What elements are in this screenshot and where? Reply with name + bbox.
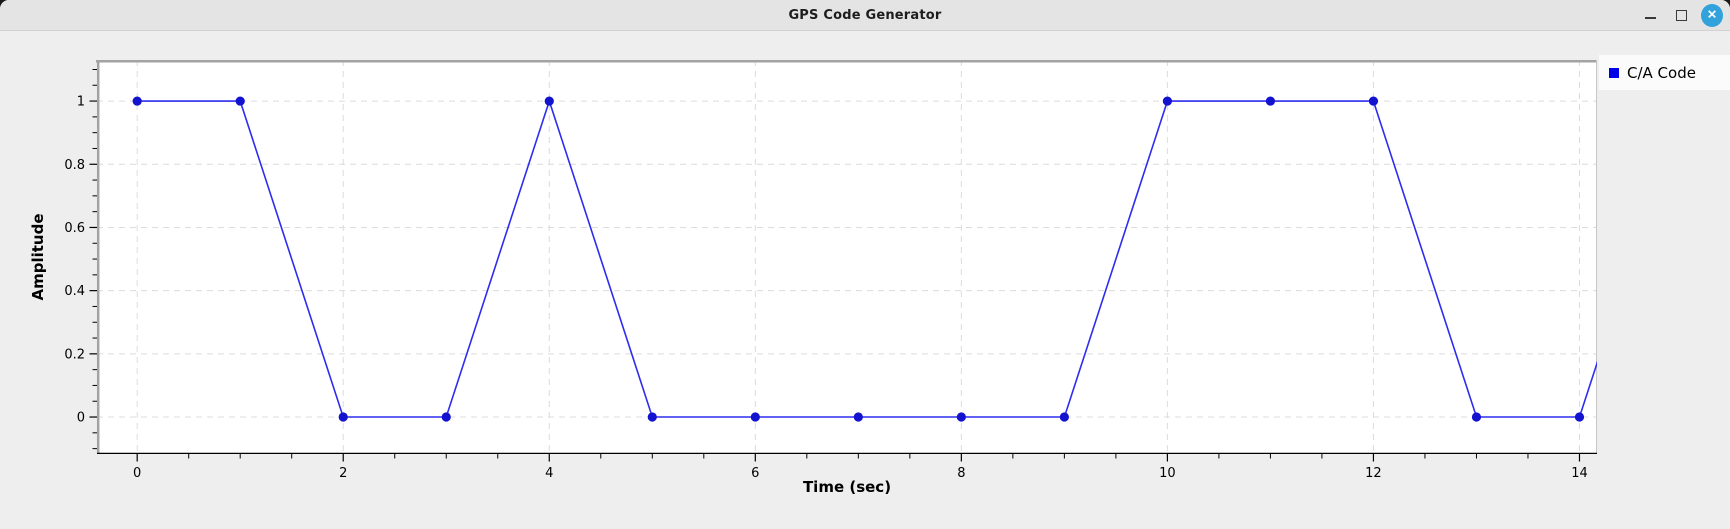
minimize-button[interactable] [1639,4,1661,26]
svg-text:4: 4 [545,466,553,481]
svg-text:0: 0 [133,466,141,481]
x-axis-label: Time (sec) [802,478,892,496]
legend-swatch-icon [1609,67,1619,78]
svg-text:1: 1 [77,95,85,110]
title-bar[interactable]: GPS Code Generator ✕ [0,0,1730,31]
svg-text:0.4: 0.4 [64,284,85,299]
svg-text:0.2: 0.2 [64,347,85,362]
legend: C/A Code [1599,55,1730,90]
window-controls: ✕ [1639,0,1723,30]
svg-text:8: 8 [957,466,965,481]
svg-text:2: 2 [339,466,347,481]
svg-text:0.8: 0.8 [64,158,85,173]
close-icon: ✕ [1701,3,1723,27]
svg-text:12: 12 [1365,466,1382,481]
y-axis-label: Amplitude [29,213,47,301]
window-title: GPS Code Generator [788,7,942,23]
maximize-icon [1675,9,1687,21]
svg-text:0.6: 0.6 [64,221,85,236]
svg-text:10: 10 [1159,466,1176,481]
svg-text:14: 14 [1571,466,1588,481]
chart-canvas: 0 2 4 6 8 10 12 14 0 0.2 0.4 0.6 0.8 1 [64,59,1597,481]
minimize-icon [1644,17,1656,19]
svg-text:0: 0 [77,411,85,426]
svg-text:6: 6 [751,466,759,481]
close-button[interactable]: ✕ [1701,3,1723,27]
maximize-button[interactable] [1670,4,1692,26]
chart: 0 2 4 6 8 10 12 14 0 0.2 0.4 0.6 0.8 1 C/A Code Time … [0,30,1730,529]
legend-label: C/A Code [1627,63,1696,82]
